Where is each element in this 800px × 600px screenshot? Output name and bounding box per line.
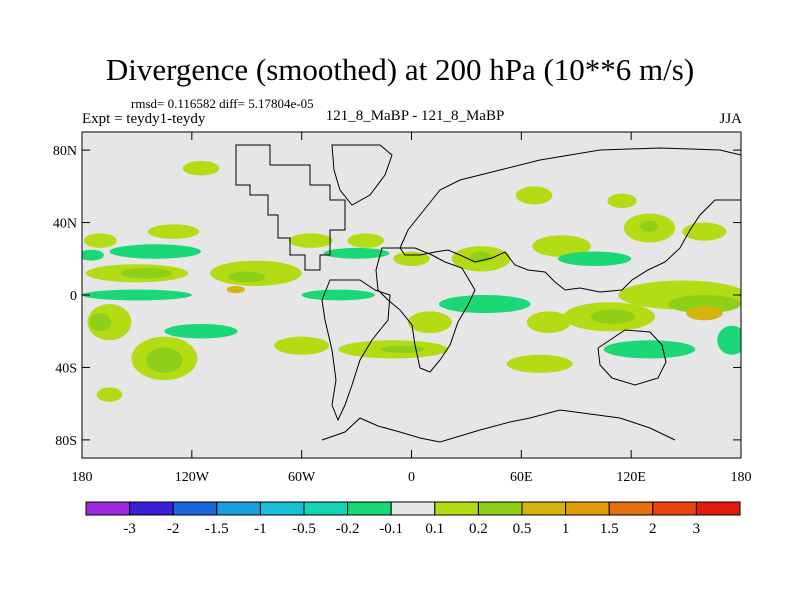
field-region (288, 233, 333, 248)
field-region (83, 233, 117, 248)
field-region (607, 193, 637, 209)
x-axis: 180 120W 60W 0 60E 120E 180 (72, 132, 752, 485)
field-region (228, 271, 266, 283)
colorbar-label: 0.2 (469, 521, 488, 537)
x-tick-label: 0 (408, 470, 415, 485)
field-region (164, 323, 238, 339)
colorbar-box (259, 501, 305, 516)
colorbar-label: -1.5 (205, 521, 229, 537)
field-region (515, 186, 553, 205)
field-region (557, 251, 632, 267)
field-region (717, 325, 741, 355)
colorbar: -3 -2 -1.5 -1 -0.5 -0.2 -0.1 0.1 0.2 0.5 1 1.5 2 3 (85, 501, 741, 537)
field-region (380, 345, 425, 353)
case-label: 121_8_MaBP - 121_8_MaBP (325, 108, 505, 124)
field-region (323, 247, 390, 259)
field-region (526, 311, 571, 334)
colorbar-label: 0.5 (513, 521, 532, 537)
colorbar-label: 0.1 (425, 521, 444, 537)
x-tick-label: 180 (72, 470, 93, 485)
colorbar-label: 1 (562, 521, 570, 537)
colorbar-box (390, 501, 436, 516)
coastline-north-america (235, 144, 346, 271)
field-region (532, 235, 591, 257)
colorbar-label: -1 (254, 521, 267, 537)
colorbar-box (303, 501, 349, 516)
coastlines (235, 144, 741, 443)
colorbar-box (565, 501, 610, 516)
y-tick-label: 80S (55, 434, 77, 449)
field-region (667, 295, 741, 314)
field-region (686, 305, 723, 321)
coastline-australia (597, 329, 667, 386)
colorbar-label: -0.2 (336, 521, 360, 537)
field-region (147, 224, 200, 239)
field-region (438, 295, 531, 314)
expt-label: Expt = teydy1-teydy (82, 111, 206, 127)
chart-title: Divergence (smoothed) at 200 hPa (10**6 … (105, 52, 695, 87)
field-region (274, 336, 330, 355)
y-tick-label: 40N (53, 217, 77, 232)
field-region (407, 311, 452, 334)
x-tick-label: 120E (616, 470, 646, 485)
field-region (182, 160, 220, 176)
colorbar-box (695, 501, 741, 516)
field-region (347, 233, 385, 248)
y-axis: 80N 40N 0 40S 80S (53, 144, 741, 449)
field-region (226, 285, 245, 294)
colorbar-box (216, 501, 261, 516)
field-region (603, 340, 696, 359)
colorbar-label: -3 (123, 521, 136, 537)
field-region (146, 347, 183, 373)
coastline-greenland (331, 144, 393, 206)
field-region (120, 267, 172, 279)
y-tick-label: 40S (55, 361, 77, 376)
y-tick-label: 0 (70, 289, 77, 304)
colorbar-box (347, 501, 392, 516)
field-region (82, 249, 104, 261)
colorbar-box (652, 501, 697, 516)
field-region (82, 289, 192, 301)
x-tick-label: 180 (731, 470, 752, 485)
field-region (96, 387, 123, 402)
field-region (590, 309, 635, 324)
colorbar-label: -2 (167, 521, 180, 537)
colorbar-box (172, 501, 218, 516)
field-regions (82, 160, 741, 402)
colorbar-label: -0.1 (379, 521, 403, 537)
field-region (89, 313, 112, 332)
x-tick-label: 60E (510, 470, 533, 485)
colorbar-box (477, 501, 523, 516)
coastline-antarctica (321, 409, 676, 443)
rmsd-diff-text: rmsd= 0.116582 diff= 5.17804e-05 (131, 96, 314, 111)
season-label: JJA (719, 111, 742, 127)
colorbar-label: 1.5 (600, 521, 619, 537)
x-tick-label: 60W (288, 470, 316, 485)
x-tick-label: 120W (175, 470, 210, 485)
y-tick-label: 80N (53, 144, 77, 159)
field-region (506, 354, 573, 373)
colorbar-box (521, 501, 567, 516)
colorbar-box (129, 501, 174, 516)
colorbar-box (608, 501, 654, 516)
coastline-africa (375, 247, 476, 373)
colorbar-box (434, 501, 479, 516)
colorbar-label: 3 (693, 521, 701, 537)
colorbar-label: 2 (649, 521, 657, 537)
coastline-europe-asia (399, 147, 741, 293)
field-region (301, 289, 375, 301)
colorbar-box (85, 501, 131, 516)
field-region (682, 222, 727, 241)
field-region (109, 244, 201, 259)
colorbar-label: -0.5 (292, 521, 316, 537)
field-region (640, 220, 659, 232)
coastline-south-america (321, 279, 391, 422)
